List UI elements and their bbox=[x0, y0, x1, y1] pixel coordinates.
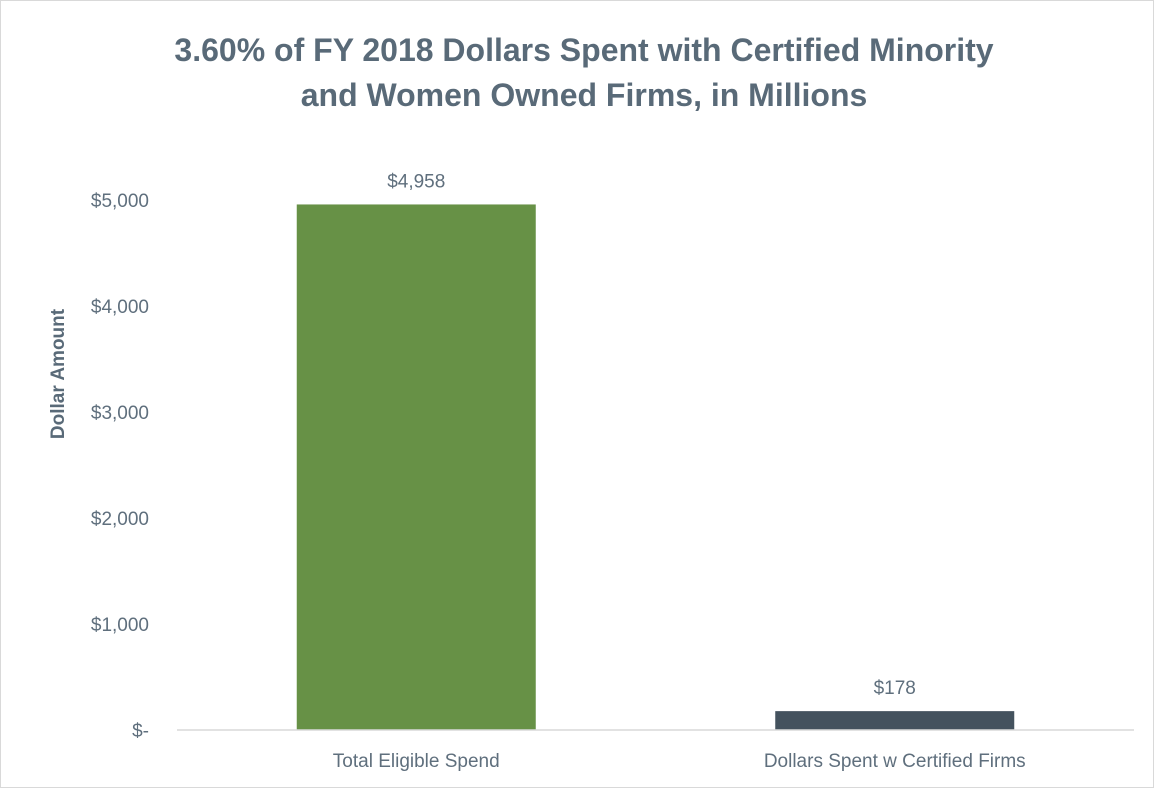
y-tick-label: $5,000 bbox=[91, 191, 149, 212]
data-label-2: $178 bbox=[874, 678, 916, 699]
data-label-1: $4,958 bbox=[387, 171, 445, 192]
bar-2 bbox=[775, 711, 1015, 730]
data-labels-group: $4,958 $178 bbox=[387, 171, 916, 699]
chart-title-line-1: 3.60% of FY 2018 Dollars Spent with Cert… bbox=[174, 32, 993, 68]
category-labels-group: Total Eligible Spend Dollars Spent w Cert… bbox=[333, 751, 1026, 772]
y-tick-label: $1,000 bbox=[91, 615, 149, 636]
x-category-label-1: Total Eligible Spend bbox=[333, 751, 500, 772]
y-axis-title: Dollar Amount bbox=[48, 308, 69, 439]
y-tick-label: $2,000 bbox=[91, 509, 149, 530]
bar-1 bbox=[296, 204, 536, 730]
y-axis-ticks: $- $1,000 $2,000 $3,000 $4,000 $5,000 bbox=[91, 191, 149, 742]
y-tick-label: $- bbox=[132, 721, 149, 742]
y-tick-label: $3,000 bbox=[91, 403, 149, 424]
y-tick-label: $4,000 bbox=[91, 297, 149, 318]
x-category-label-2: Dollars Spent w Certified Firms bbox=[764, 751, 1026, 772]
bars-group bbox=[296, 204, 1015, 730]
chart-title-line-2: and Women Owned Firms, in Millions bbox=[301, 77, 868, 113]
